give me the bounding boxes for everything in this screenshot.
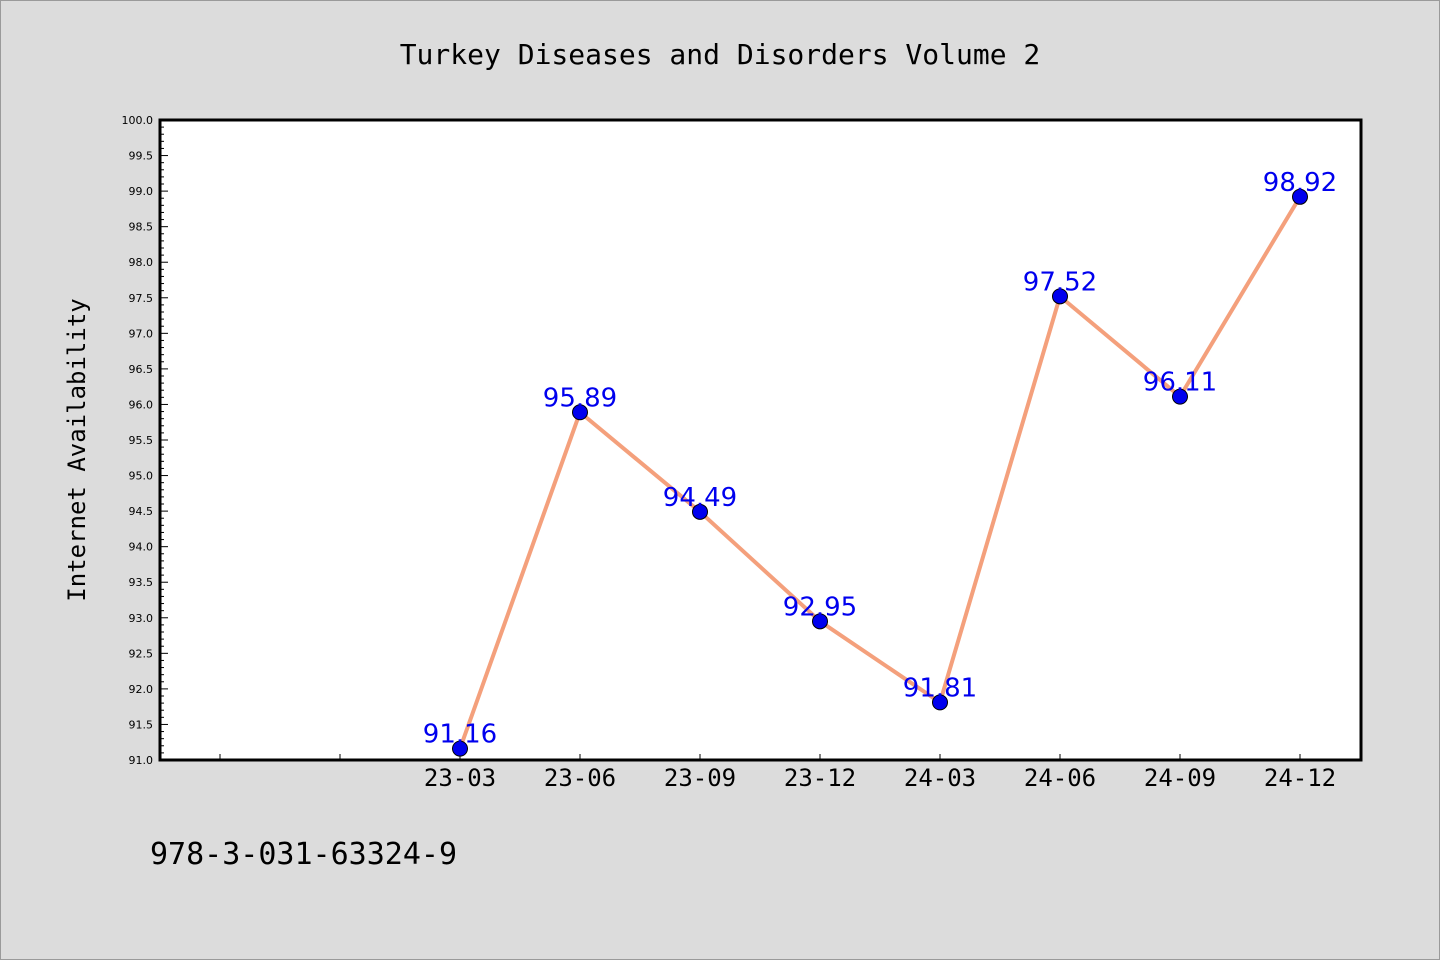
x-axis-ticks: 23-03 23-06 23-09 23-12 24-03 24-06 24-09 24-12 bbox=[219, 754, 1336, 792]
data-label: 97.52 bbox=[1023, 267, 1097, 297]
series-line-group bbox=[452, 188, 1308, 757]
y-tick-label: 94.0 bbox=[129, 541, 154, 554]
data-point bbox=[932, 694, 948, 711]
data-point bbox=[1292, 188, 1308, 205]
y-tick-label: 95.5 bbox=[129, 434, 154, 447]
y-tick-label: 94.5 bbox=[129, 505, 154, 518]
y-tick-label: 98.5 bbox=[129, 221, 154, 234]
data-point bbox=[1172, 388, 1188, 405]
data-point bbox=[812, 613, 828, 630]
series-line bbox=[458, 195, 1302, 750]
data-label: 95.89 bbox=[543, 383, 617, 413]
x-tick-label: 24-06 bbox=[1024, 764, 1096, 792]
y-tick-label: 100.0 bbox=[122, 114, 154, 127]
data-label: 98.92 bbox=[1263, 168, 1337, 198]
y-tick-label: 95.0 bbox=[129, 470, 154, 483]
y-tick-label: 98.0 bbox=[129, 256, 154, 269]
x-tick-label: 24-03 bbox=[904, 764, 976, 792]
data-label: 94.49 bbox=[663, 483, 737, 513]
y-tick-label: 92.5 bbox=[129, 647, 154, 660]
y-tick-label: 93.5 bbox=[129, 576, 154, 589]
x-tick-label: 23-06 bbox=[544, 764, 616, 792]
y-tick-label: 91.5 bbox=[129, 718, 154, 731]
y-tick-label: 96.5 bbox=[129, 363, 154, 376]
x-tick-label: 23-03 bbox=[424, 764, 496, 792]
data-label: 92.95 bbox=[783, 592, 857, 622]
chart-title: Turkey Diseases and Disorders Volume 2 bbox=[400, 38, 1041, 71]
isbn-annotation: 978-3-031-63324-9 bbox=[150, 837, 457, 872]
data-label: 96.11 bbox=[1143, 368, 1217, 398]
y-tick-label: 96.0 bbox=[129, 398, 154, 411]
data-labels-group: 91.16 95.89 94.49 92.95 91.81 97.52 96.11 98.92 bbox=[423, 168, 1337, 750]
y-tick-label: 91.0 bbox=[129, 754, 154, 767]
data-label: 91.16 bbox=[423, 720, 497, 750]
y-tick-label: 97.5 bbox=[129, 292, 154, 305]
data-point bbox=[692, 503, 708, 520]
y-tick-label: 99.0 bbox=[129, 185, 154, 198]
y-tick-label: 93.0 bbox=[129, 612, 154, 625]
y-tick-label: 92.0 bbox=[129, 683, 154, 696]
y-tick-label: 99.5 bbox=[129, 150, 154, 163]
y-tick-label: 97.0 bbox=[129, 327, 154, 340]
data-label: 91.81 bbox=[903, 673, 977, 703]
data-point bbox=[452, 740, 468, 757]
plot-area bbox=[158, 118, 1363, 762]
y-axis-label: Internet Availability bbox=[63, 298, 91, 601]
x-tick-label: 24-12 bbox=[1264, 764, 1336, 792]
x-tick-label: 23-09 bbox=[664, 764, 736, 792]
data-point bbox=[572, 404, 588, 421]
x-tick-label: 23-12 bbox=[784, 764, 856, 792]
x-tick-label: 24-09 bbox=[1144, 764, 1216, 792]
data-point bbox=[1052, 288, 1068, 305]
y-axis-ticks: 91.0 91.5 92.0 92.5 93.0 93.5 94.0 94.5 95.0 95.5… bbox=[122, 114, 168, 767]
